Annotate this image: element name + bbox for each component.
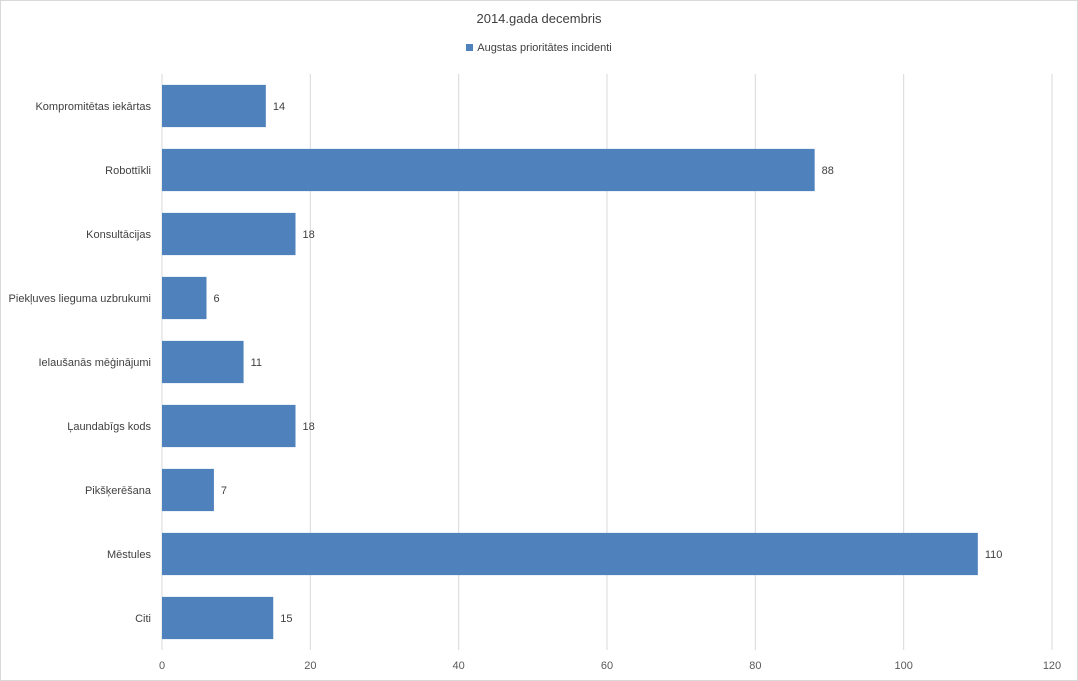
bar: [162, 340, 244, 384]
bar: [162, 84, 266, 128]
x-tick-label: 40: [453, 660, 465, 672]
x-tick-label: 60: [601, 660, 613, 672]
data-label: 110: [985, 549, 1003, 561]
bar: [162, 596, 274, 640]
x-tick-label: 120: [1043, 660, 1061, 672]
y-tick-label: Ielaušanās mēģinājumi: [38, 356, 151, 369]
y-tick-label: Mēstules: [107, 549, 152, 561]
bar: [162, 404, 296, 448]
x-tick-label: 0: [159, 660, 165, 672]
bar: [162, 468, 214, 512]
bar: [162, 276, 207, 320]
chart-title: 2014.gada decembris: [476, 11, 602, 26]
legend-label: Augstas prioritātes incidenti: [477, 42, 612, 54]
data-label: 18: [303, 421, 315, 433]
y-tick-label: Pikšķerēšana: [85, 485, 152, 497]
x-tick-label: 100: [894, 660, 912, 672]
y-tick-label: Ļaundabīgs kods: [67, 421, 151, 433]
data-label: 88: [822, 165, 834, 177]
data-label: 7: [221, 485, 227, 497]
x-tick-label: 80: [749, 660, 761, 672]
data-label: 18: [303, 229, 315, 241]
bar: [162, 148, 815, 192]
y-tick-label: Citi: [135, 613, 151, 625]
y-tick-label: Konsultācijas: [86, 229, 151, 241]
x-tick-label: 20: [304, 660, 316, 672]
data-label: 14: [273, 101, 285, 113]
data-label: 6: [214, 293, 220, 305]
y-tick-label: Piekļuves lieguma uzbrukumi: [9, 293, 151, 305]
y-tick-label: Robottīkli: [105, 165, 151, 177]
chart-legend: Augstas prioritātes incidenti: [0, 42, 1078, 54]
bar: [162, 532, 978, 576]
data-label: 15: [280, 613, 292, 625]
bar: [162, 212, 296, 256]
legend-swatch: [466, 44, 474, 51]
data-label: 11: [251, 357, 262, 369]
y-tick-label: Kompromitētas iekārtas: [35, 101, 151, 113]
